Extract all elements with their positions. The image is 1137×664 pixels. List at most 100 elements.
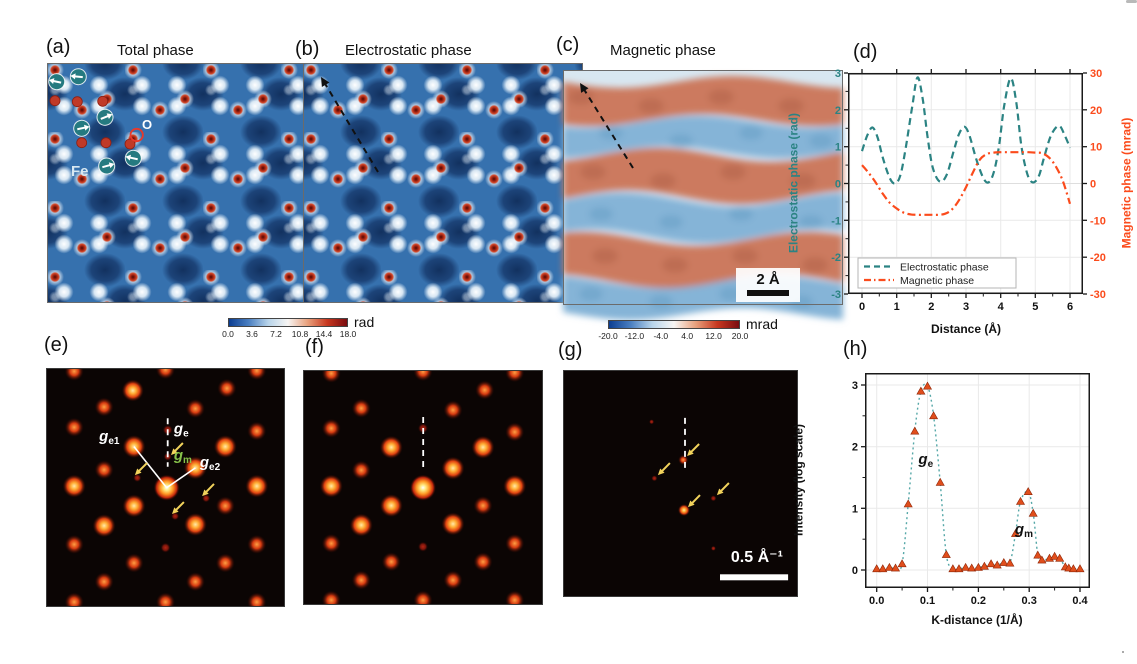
fft-spot (94, 397, 114, 417)
scalebar-05A-1: 0.5 Å⁻¹ (720, 547, 789, 581)
data-marker (1005, 558, 1015, 567)
arrow-head (687, 449, 694, 456)
data-marker (1028, 508, 1038, 517)
o-ring (129, 127, 144, 143)
d-xlabel: Distance (Å) (930, 322, 1001, 336)
fft-spot (351, 460, 371, 480)
colorbar-tick: 7.2 (270, 329, 282, 339)
svg-text:0.2: 0.2 (971, 595, 986, 607)
svg-text:-3: -3 (831, 289, 841, 301)
fft-spot (443, 400, 463, 420)
fe-spin-circle (98, 157, 116, 175)
fft-spot (441, 456, 465, 480)
data-marker (910, 426, 920, 435)
fft-spot (124, 553, 144, 573)
panel-label-h: (h) (843, 338, 868, 360)
fft-spot (321, 418, 341, 438)
fft-spot (62, 474, 86, 498)
colorbar-mrad-gradient (608, 320, 740, 329)
arrow-head (202, 489, 209, 497)
fft-spot (217, 378, 237, 398)
fft-spot (443, 570, 463, 590)
fft-spot (213, 435, 237, 459)
magnetic-phase-map: 2 Å (563, 70, 843, 320)
svg-text:0: 0 (1090, 179, 1096, 191)
annotation-arrow (205, 483, 215, 493)
annotation-arrow (690, 443, 700, 453)
intensity-profile-plot: 0.0 0.1 0.2 0.3 0.4 0 1 2 3 ge gm (852, 373, 1090, 607)
svg-text:0: 0 (852, 565, 858, 577)
fft-spot (649, 419, 655, 425)
fft-spot (64, 417, 84, 437)
colorbar-tick: 12.0 (705, 331, 722, 341)
data-marker (1055, 553, 1065, 562)
colorbar-rad-unit: rad (354, 314, 375, 330)
fft-image (303, 370, 543, 605)
fft-spot (245, 474, 269, 498)
svg-text:0.0: 0.0 (869, 595, 884, 607)
fft-spot (321, 370, 341, 383)
svg-text:2: 2 (835, 105, 841, 117)
fe-spin-circle (69, 68, 87, 86)
fft-spot (505, 590, 525, 605)
annotation-arrow (720, 482, 730, 492)
fft-spot (505, 422, 525, 442)
svg-text:Electrostatic phase: Electrostatic phase (900, 262, 989, 274)
panel-label-a: (a) (46, 36, 71, 58)
fft-spot (351, 398, 371, 418)
data-marker (941, 549, 951, 558)
svg-text:2: 2 (852, 442, 858, 454)
data-marker (986, 559, 996, 568)
svg-text:1: 1 (852, 503, 858, 515)
fft-spot (121, 379, 144, 402)
svg-text:-20: -20 (1090, 252, 1106, 264)
fft-spot (156, 368, 175, 380)
data-marker (1023, 487, 1033, 495)
annotation-arrow (175, 501, 185, 511)
svg-text:3: 3 (835, 68, 841, 80)
fft-spot (156, 592, 175, 607)
annotation-arrow (582, 87, 634, 169)
atomic-phase-image: O Fe (47, 63, 327, 303)
arrow-head (321, 77, 330, 87)
scalebar-2A: 2 Å (736, 268, 800, 302)
fft-spot (410, 474, 436, 501)
svg-text:0.1: 0.1 (920, 595, 935, 607)
magnetic-curve (861, 151, 1072, 216)
title-total-phase: Total phase (117, 42, 194, 59)
fft-spot (185, 399, 205, 419)
arrow-head (657, 468, 665, 476)
fft-spot (475, 380, 495, 400)
window-corner-artifact (1126, 0, 1137, 3)
legend: Electrostatic phase Magnetic phase (857, 257, 1017, 289)
fft-spot (418, 541, 428, 552)
phase-profile-chart: 0 1 2 3 4 5 6 -3 -2 -1 0 1 2 3 -30 -20 -10 0 10 20 30 Electr… (831, 68, 1106, 313)
fft-spot (64, 592, 84, 607)
fft-spot (94, 460, 114, 480)
fft-spot (247, 421, 267, 441)
g-label: ge (917, 451, 933, 470)
fft-spot (710, 495, 717, 502)
oxygen-model-dot (71, 96, 83, 108)
g-vector (133, 446, 168, 489)
fft-magnetic-image: 0.5 Å⁻¹ (563, 370, 798, 597)
fft-spot (321, 590, 341, 605)
svg-text:3: 3 (963, 301, 969, 313)
oxygen-model-dot (100, 137, 112, 149)
stray-mark (1122, 651, 1124, 653)
fft-spot (94, 572, 114, 592)
fft-spot (381, 552, 401, 572)
colorbar-tick: 14.4 (315, 329, 333, 339)
fft-spot (215, 553, 235, 573)
data-marker (929, 411, 939, 420)
oxygen-model-dot (49, 95, 61, 107)
data-marker (1015, 496, 1026, 505)
fft-spot (441, 512, 465, 536)
h-xlabel: K-distance (1/Å) (931, 613, 1023, 627)
fft-spot (122, 494, 146, 518)
colorbar-rad: rad 0.0 3.6 7.2 10.8 14.4 18.0 (222, 314, 374, 339)
svg-text:4: 4 (998, 301, 1005, 313)
svg-text:1: 1 (894, 301, 900, 313)
colorbar-tick: -20.0 (598, 331, 618, 341)
svg-text:-30: -30 (1090, 289, 1106, 301)
